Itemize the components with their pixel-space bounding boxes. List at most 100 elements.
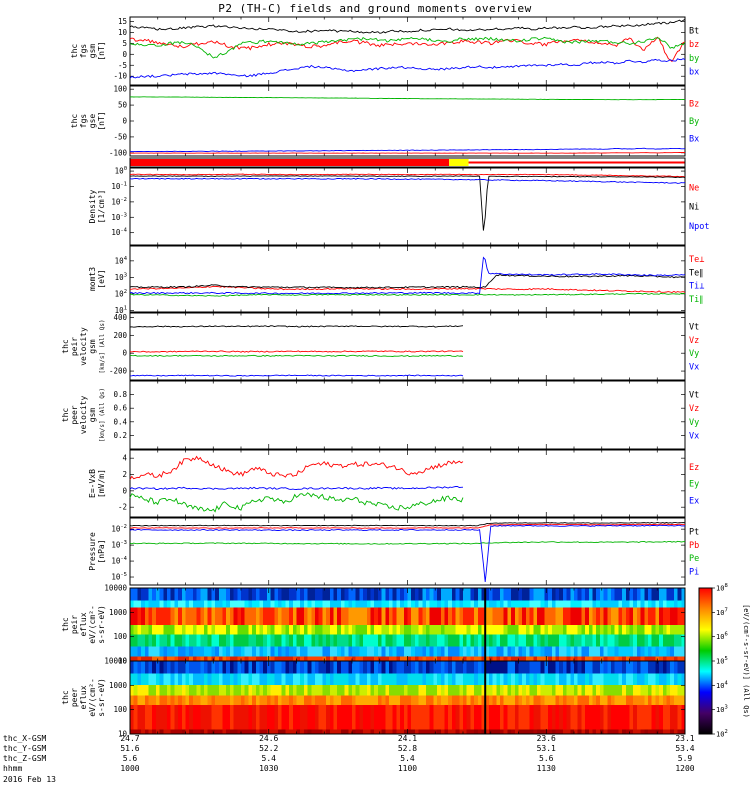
ytick-label: 10000 — [104, 584, 127, 593]
panel-ylabel: [mV/m] — [97, 469, 106, 498]
trace-Ne — [129, 173, 686, 178]
trace-Ni — [130, 175, 686, 231]
ytick-label: 104 — [115, 256, 128, 266]
panel-momt3: 104 103 102 101 Te⊥ Te∥ Ti⊥ Ti∥ momt3 [eV] — [88, 245, 704, 315]
trace-Pb — [129, 523, 686, 529]
trace-label-peir_velocity-1: Vz — [689, 336, 699, 346]
axis-row-value: 24.6 — [259, 734, 278, 743]
trace-Ti_perp — [129, 256, 686, 295]
axis-row-value: 5.6 — [123, 754, 138, 763]
ytick-label: 0 — [122, 486, 127, 495]
panel-ylabel: gsm — [88, 339, 97, 354]
panel-ylabel: fgs — [79, 44, 88, 59]
panel-ylabel: velocity — [79, 396, 88, 435]
ytick-label: 0 — [122, 117, 127, 126]
panel-peir_eflux: 10000 1000 100 10 thc peir eflux eV/(cm²- s-sr-e… — [61, 584, 686, 666]
panel-ylabel: eflux — [79, 685, 88, 709]
axis-row-value: 5.6 — [539, 754, 554, 763]
panel-efield: 4 2 0 -2 Ez Ey Ex E=-VxB [mV/m] — [88, 449, 699, 518]
ytick-label: 0.2 — [113, 431, 127, 440]
axis-row-label: thc_Y-GSM — [3, 744, 47, 753]
trace-label-pressure-2: Pe — [689, 554, 699, 564]
trace-label-momt3-0: Te⊥ — [689, 255, 704, 265]
axis-row-value: 1200 — [675, 764, 694, 773]
ytick-label: 10-3 — [111, 212, 127, 222]
axis-row-value: 5.9 — [678, 754, 693, 763]
ytick-label: 15 — [118, 17, 127, 26]
trace-Ti_para — [129, 292, 686, 297]
trace-Pi — [129, 524, 685, 582]
ytick-label: -200 — [109, 367, 128, 376]
panel-ylabel: s-sr-eV) — [97, 605, 106, 644]
trace-label-fgs_gse-0: Bz — [689, 100, 699, 110]
trace-bz — [129, 36, 686, 63]
ytick-label: 0 — [122, 349, 127, 358]
axis-row-value: 51.6 — [120, 744, 139, 753]
ytick-label: 10-2 — [111, 197, 127, 207]
trace-label-peir_velocity-3: Vx — [689, 363, 699, 373]
ytick-label: 103 — [115, 272, 127, 282]
ytick-label: 2 — [122, 470, 127, 479]
trace-label-fgs_gsm-1: bz — [689, 40, 699, 50]
axis-row-label: thc_X-GSM — [3, 734, 47, 743]
panel-peer_eflux: 10000 1000 100 10 thc peer eflux eV/(cm²- s-sr-e… — [61, 657, 686, 739]
ytick-label: 10-4 — [111, 556, 127, 566]
trace-bx — [129, 58, 686, 79]
ytick-label: 200 — [113, 331, 127, 340]
ytick-label: 10 — [118, 730, 128, 739]
colorbar — [698, 587, 713, 735]
ytick-label: 102 — [115, 289, 127, 299]
axis-row-value: 23.6 — [537, 734, 556, 743]
panel-ylabel: thc — [70, 114, 79, 129]
trace-label-peer_velocity-1: Vz — [689, 404, 699, 414]
trace-label-pressure-3: Pi — [689, 568, 699, 578]
trace-label-fgs_gsm-2: by — [689, 54, 699, 64]
trace-by — [129, 36, 686, 59]
trace-Bz — [129, 152, 685, 154]
trace-Bx — [129, 147, 686, 153]
ytick-label: 4 — [122, 454, 127, 463]
trace-label-efield-0: Ez — [689, 463, 699, 473]
ytick-label: 400 — [113, 313, 127, 322]
panel-ylabel: thc — [70, 44, 79, 59]
trace-label-efield-2: Ex — [689, 496, 699, 506]
trace-label-peir_velocity-2: Vy — [689, 349, 699, 359]
ytick-label: 100 — [113, 85, 127, 94]
ytick-label: 10-2 — [111, 524, 127, 534]
trace-Pt — [129, 522, 686, 527]
colorbar-tick: 105 — [716, 656, 728, 666]
colorbar-tick: 106 — [716, 632, 728, 642]
panel-peer_velocity: 0.8 0.6 0.4 0.2 Vt Vz Vy Vx thc peer velocity gsm [k… — [61, 380, 699, 450]
trace-label-pressure-0: Pt — [689, 527, 699, 537]
panel-ylabel: velocity — [79, 327, 88, 366]
colorbar-tick: 103 — [716, 705, 728, 715]
axis-row-value: 1100 — [398, 764, 417, 773]
trace-label-peer_velocity-0: Vt — [689, 391, 699, 401]
colorbar-tick: 107 — [716, 607, 728, 617]
trace-label-fgs_gse-1: By — [689, 117, 699, 127]
panel-ylabel: [nT] — [97, 111, 106, 130]
panel-ylabel: thc — [61, 690, 70, 705]
trace-label-momt3-1: Te∥ — [689, 268, 704, 278]
panel-roi — [129, 157, 686, 168]
panel-ylabel: [km/s] (All Qs) — [99, 388, 106, 442]
trace-label-peer_velocity-3: Vx — [689, 431, 699, 441]
trace-Npot — [129, 177, 686, 184]
ytick-label: 100 — [115, 166, 127, 176]
axis-row-value: 52.2 — [259, 744, 278, 753]
trace-label-peer_velocity-2: Vy — [689, 418, 699, 428]
panel-ylabel: eV/(cm²- — [88, 605, 97, 644]
trace-By — [129, 96, 686, 101]
trace-Te_para — [129, 273, 685, 289]
axis-row-label: thc_Z-GSM — [3, 754, 47, 763]
trace-label-density-0: Ne — [689, 183, 699, 193]
panel-ylabel: [nPa] — [97, 539, 106, 563]
axis-row-value: 24.1 — [398, 734, 417, 743]
trace-label-efield-1: Ey — [689, 480, 699, 490]
ytick-label: 100 — [113, 705, 127, 714]
panel-ylabel: gsm — [88, 44, 97, 59]
ytick-label: 1000 — [109, 608, 128, 617]
ytick-label: 10 — [118, 657, 128, 666]
trace-Ex — [129, 486, 464, 490]
